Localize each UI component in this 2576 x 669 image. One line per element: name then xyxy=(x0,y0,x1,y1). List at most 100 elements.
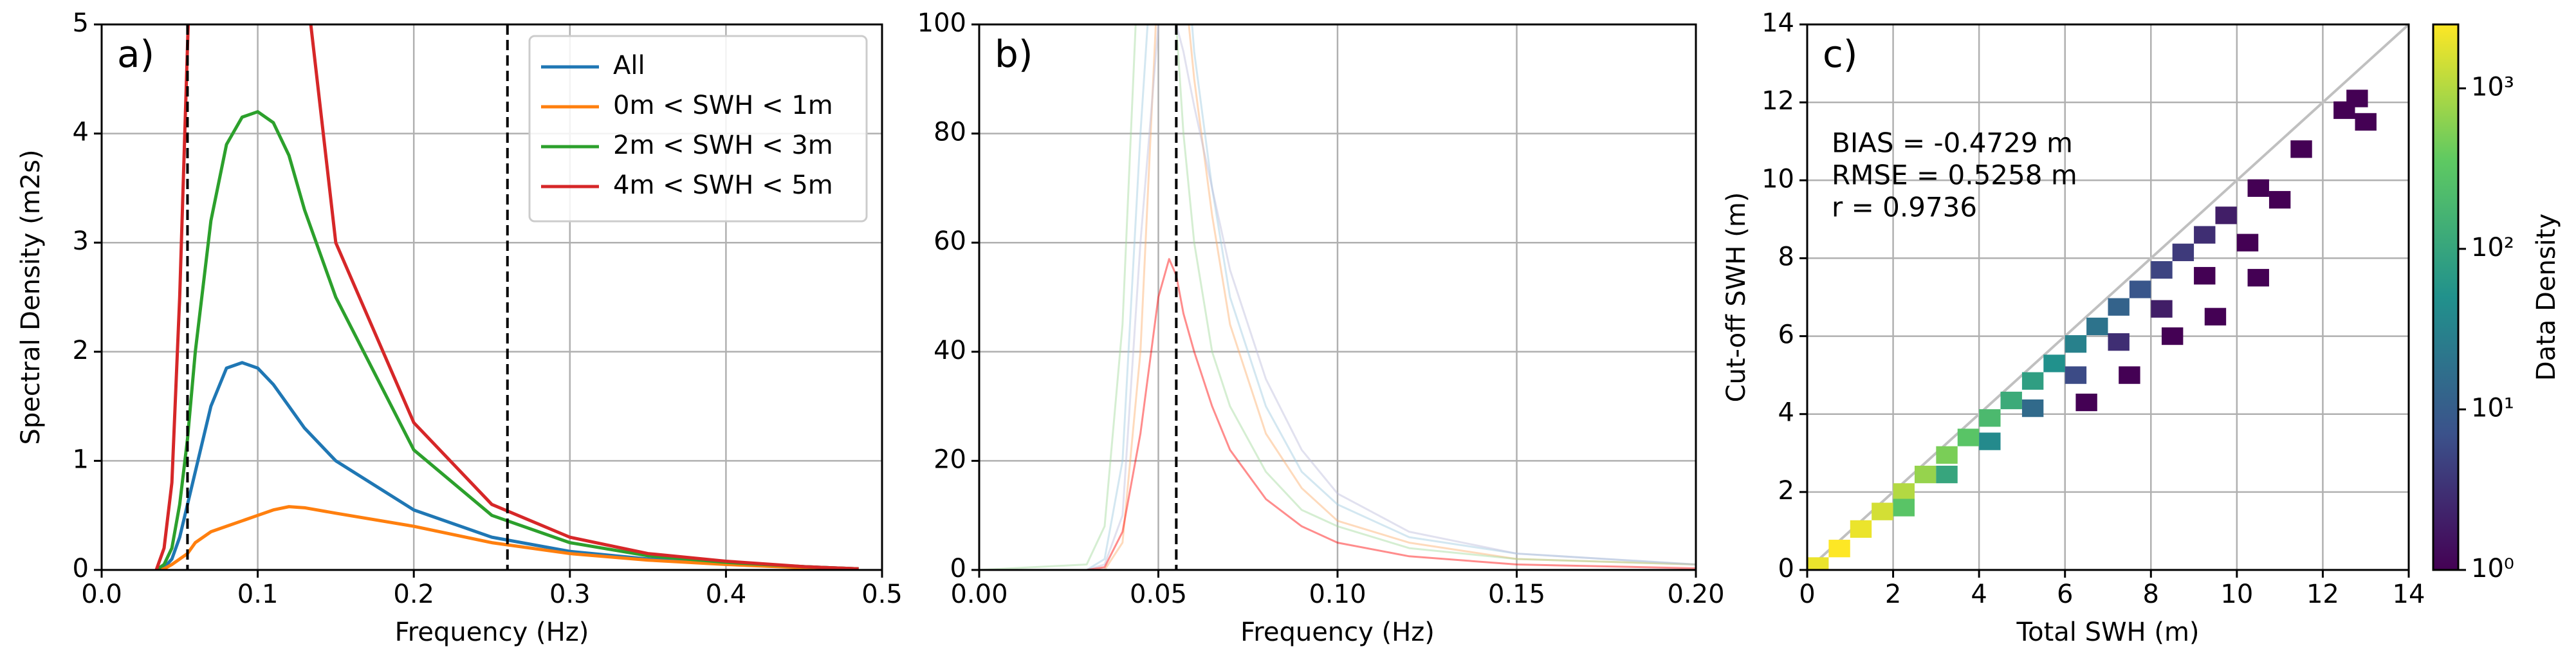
x-tick-label: 0.0 xyxy=(81,580,122,609)
density-cell xyxy=(2065,335,2087,353)
y-tick-label: 100 xyxy=(917,8,966,38)
legend-label: 2m < SWH < 3m xyxy=(613,131,833,160)
axes-frame xyxy=(978,23,1697,571)
y-tick-label: 4 xyxy=(1778,398,1794,428)
density-cell xyxy=(2236,234,2259,252)
density-cell xyxy=(1914,465,1937,484)
colorbar-tick-label: 10² xyxy=(2471,233,2514,262)
density-cell xyxy=(2119,366,2140,384)
series-line xyxy=(979,24,1696,570)
panel: 0.0 0.1 0.2 0.3 0.4 0.5 0 1 2 3 4 5 a) Frequency (Hz)… xyxy=(16,8,903,647)
panel-label: c) xyxy=(1823,32,1858,76)
density-cell xyxy=(1979,409,2001,427)
density-cell xyxy=(2065,366,2087,384)
density-cell xyxy=(2161,327,2184,345)
x-tick-label: 10 xyxy=(2220,580,2253,609)
panel: 0 2 4 6 8 10 12 14 0 2 4 6 8 10 12 14 BIAS = -0.4729 mRM… xyxy=(1722,8,2425,647)
density-cell xyxy=(1936,465,1958,484)
y-tick-label: 6 xyxy=(1778,320,1794,350)
x-axis-label: Total SWH (m) xyxy=(2016,618,2199,647)
y-tick-label: 12 xyxy=(1762,86,1794,116)
y-tick-label: 1 xyxy=(73,444,89,474)
density-cell xyxy=(1936,446,1958,464)
y-tick-label: 40 xyxy=(934,336,966,365)
series-line xyxy=(979,24,1696,570)
y-tick-label: 3 xyxy=(73,226,89,256)
density-cell xyxy=(1893,483,1915,501)
density-cell xyxy=(2247,269,2269,287)
legend-label: 0m < SWH < 1m xyxy=(613,91,833,120)
x-tick-label: 0.3 xyxy=(549,580,591,609)
y-tick-label: 60 xyxy=(934,226,966,256)
x-tick-label: 0 xyxy=(1799,580,1815,609)
y-tick-label: 0 xyxy=(950,554,966,583)
y-axis-label: Spectral Density (m2s) xyxy=(16,149,46,444)
density-cell xyxy=(2151,261,2173,279)
plot-content xyxy=(154,24,859,570)
density-cell xyxy=(2021,372,2044,390)
density-cell xyxy=(2075,393,2097,412)
y-tick-label: 14 xyxy=(1762,8,1794,38)
series-line xyxy=(979,24,1696,570)
x-tick-label: 0.5 xyxy=(861,580,903,609)
y-tick-label: 0 xyxy=(1778,554,1794,583)
y-tick-label: 20 xyxy=(934,444,966,474)
y-tick-label: 2 xyxy=(73,336,89,365)
x-tick-label: 0.4 xyxy=(706,580,747,609)
density-cell xyxy=(1957,428,1980,446)
y-tick-label: 5 xyxy=(73,8,89,38)
colorbar-tick-label: 10⁰ xyxy=(2471,554,2514,583)
colorbar-tick-label: 10³ xyxy=(2471,72,2514,102)
panel-label: b) xyxy=(995,32,1033,76)
plot-content xyxy=(1807,24,2409,570)
density-cell xyxy=(2043,354,2065,372)
colorbar-tick-label: 10¹ xyxy=(2471,393,2514,423)
density-cell xyxy=(2194,226,2216,244)
legend-box xyxy=(528,35,868,223)
density-cell xyxy=(1872,502,1893,520)
x-tick-label: 0.15 xyxy=(1488,580,1545,609)
y-axis-label: Cut-off SWH (m) xyxy=(1722,192,1751,403)
x-tick-label: 4 xyxy=(1971,580,1987,609)
series-line xyxy=(979,258,1696,570)
x-tick-label: 12 xyxy=(2306,580,2339,609)
density-cell xyxy=(2108,333,2130,351)
axes-frame xyxy=(100,23,883,571)
density-cell xyxy=(2355,113,2377,131)
x-tick-label: 0.1 xyxy=(237,580,279,609)
legend-label: 4m < SWH < 5m xyxy=(613,170,833,200)
x-tick-label: 6 xyxy=(2057,580,2073,609)
density-cell xyxy=(1979,432,2001,450)
series-line xyxy=(154,24,859,570)
density-cell xyxy=(2247,179,2269,197)
density-cell xyxy=(2000,391,2022,410)
x-tick-label: 0.20 xyxy=(1667,580,1724,609)
series-line xyxy=(156,505,859,570)
y-tick-label: 8 xyxy=(1778,242,1794,271)
density-cell xyxy=(2129,280,2151,298)
density-cell xyxy=(1850,520,1872,538)
density-cell xyxy=(2021,399,2044,417)
panel: 0.00 0.05 0.10 0.15 0.20 0 20 40 60 80 100 b) Freque… xyxy=(917,8,1725,647)
axes-frame xyxy=(1806,23,2410,571)
x-tick-label: 0.10 xyxy=(1309,580,1366,609)
annotation: r = 0.9736 xyxy=(1832,192,1977,223)
density-cell xyxy=(2290,140,2312,158)
identity-line xyxy=(1807,24,2409,570)
x-axis-label: Frequency (Hz) xyxy=(395,618,589,647)
y-tick-label: 2 xyxy=(1778,476,1794,506)
annotation: RMSE = 0.5258 m xyxy=(1832,160,2077,191)
density-cell xyxy=(2194,267,2216,285)
density-cell xyxy=(1807,557,1829,570)
density-cell xyxy=(2268,190,2291,209)
x-tick-label: 0.00 xyxy=(950,580,1007,609)
density-cell xyxy=(2346,89,2368,107)
y-tick-label: 80 xyxy=(934,118,966,147)
colorbar-label: Data Density xyxy=(2532,214,2561,381)
legend-label: All xyxy=(613,51,645,80)
y-tick-label: 10 xyxy=(1762,164,1794,194)
density-cell xyxy=(1893,499,1915,517)
density-cell xyxy=(2151,300,2173,318)
series-line xyxy=(155,110,859,570)
